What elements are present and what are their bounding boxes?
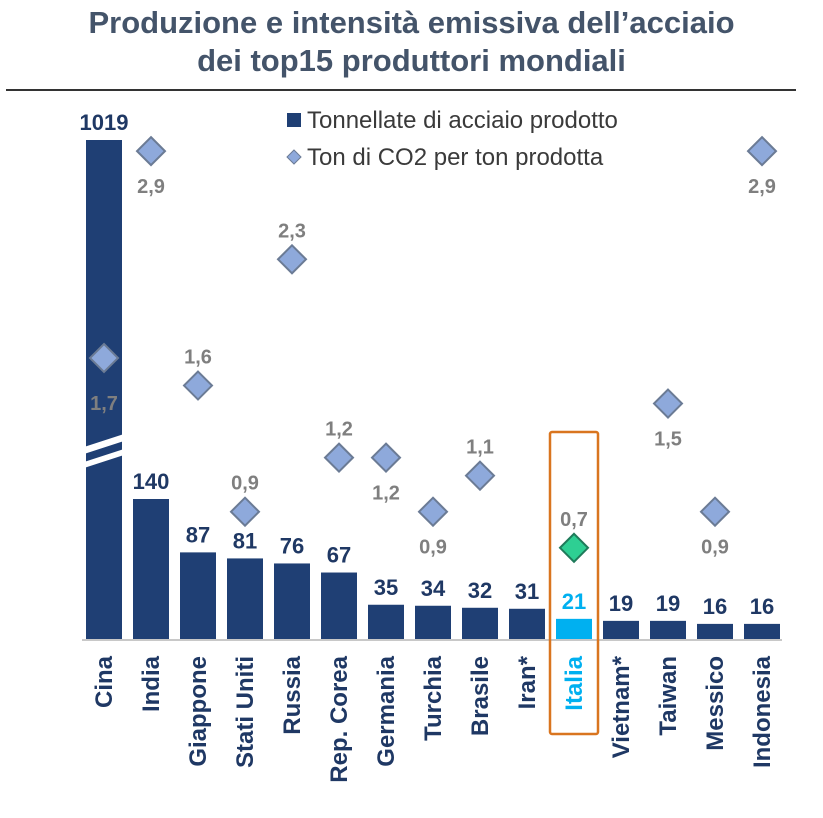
highlight-box-italia xyxy=(548,430,600,736)
bar-value-label-indonesia: 16 xyxy=(750,594,774,619)
bar-value-label-cina: 1019 xyxy=(80,110,129,135)
category-label-iran: Iran* xyxy=(514,655,541,709)
chart-title-line-1: Produzione e intensità emissiva dell’acc… xyxy=(88,5,735,40)
legend-diamond-swatch xyxy=(286,149,302,165)
bar-messico xyxy=(697,623,733,640)
co2-label-india: 2,9 xyxy=(137,176,165,198)
bar-vietnam xyxy=(603,620,639,640)
bar-turchia xyxy=(415,605,451,640)
co2-marker-rep-corea xyxy=(323,442,355,474)
category-label-rep-corea: Rep. Corea xyxy=(326,655,353,782)
title-divider xyxy=(6,89,796,91)
co2-marker-italia xyxy=(558,532,590,564)
bar-cina xyxy=(86,140,122,640)
category-label-italia: Italia xyxy=(561,655,588,710)
co2-label-stati-uniti: 0,9 xyxy=(231,473,259,495)
bar-value-label-rep-corea: 67 xyxy=(327,543,351,568)
category-label-taiwan: Taiwan xyxy=(655,656,682,736)
bar-value-label-italia: 21 xyxy=(562,589,586,614)
co2-marker-stati-uniti xyxy=(229,496,261,528)
co2-label-russia: 2,3 xyxy=(278,220,306,242)
bar-value-label-giappone: 87 xyxy=(186,522,210,547)
bar-value-label-brasile: 32 xyxy=(468,578,492,603)
labels-layer: 1019 Cina 1,7 140 India 2,9 87 Giappone 1,6 81 Sta… xyxy=(80,110,776,783)
category-label-cina: Cina xyxy=(91,655,118,708)
bar-iran xyxy=(509,608,545,640)
category-label-turchia: Turchia xyxy=(420,655,447,741)
co2-marker-russia xyxy=(276,243,308,275)
co2-label-giappone: 1,6 xyxy=(184,347,212,369)
co2-label-taiwan: 1,5 xyxy=(654,429,682,451)
legend: Tonnellate di acciaio prodotto Ton di CO… xyxy=(286,107,618,171)
co2-marker-turchia xyxy=(417,496,449,528)
axis-break-mark-2 xyxy=(84,449,124,468)
co2-label-messico: 0,9 xyxy=(701,537,729,559)
co2-label-rep-corea: 1,2 xyxy=(325,419,353,441)
bar-value-label-stati-uniti: 81 xyxy=(233,528,257,553)
co2-marker-giappone xyxy=(182,370,214,401)
co2-label-brasile: 1,1 xyxy=(466,437,494,459)
bars-layer xyxy=(84,140,780,640)
axis-break-mark-1 xyxy=(84,434,124,454)
legend-bar-label: Tonnellate di acciaio prodotto xyxy=(307,107,618,134)
chart-title-line-2: dei top15 produttori mondiali xyxy=(197,43,626,78)
category-label-indonesia: Indonesia xyxy=(749,655,776,768)
bar-value-label-vietnam: 19 xyxy=(609,591,633,616)
co2-label-turchia: 0,9 xyxy=(419,537,447,559)
bar-value-label-messico: 16 xyxy=(703,594,727,619)
category-label-stati-uniti: Stati Uniti xyxy=(232,656,259,768)
bar-italia xyxy=(556,618,592,640)
co2-marker-taiwan xyxy=(652,388,684,419)
category-label-brasile: Brasile xyxy=(467,656,494,736)
category-label-vietnam: Vietnam* xyxy=(608,655,635,758)
co2-marker-messico xyxy=(699,496,731,528)
bar-taiwan xyxy=(650,620,686,640)
category-label-messico: Messico xyxy=(702,656,729,751)
co2-label-italia: 0,7 xyxy=(560,509,588,531)
co2-marker-indonesia xyxy=(746,135,778,167)
legend-bar-swatch xyxy=(287,113,301,127)
co2-marker-brasile xyxy=(464,460,496,492)
category-label-giappone: Giappone xyxy=(185,656,212,767)
chart-title: Produzione e intensità emissiva dell’acc… xyxy=(0,4,823,80)
bar-value-label-turchia: 34 xyxy=(421,576,446,601)
bar-value-label-germania: 35 xyxy=(374,575,398,600)
co2-marker-cina xyxy=(88,342,120,374)
bar-giappone xyxy=(180,552,216,640)
co2-markers-layer xyxy=(88,135,778,564)
legend-diamond-label: Ton di CO2 per ton prodotta xyxy=(307,144,604,171)
bar-stati-uniti xyxy=(227,558,263,640)
co2-label-germania: 1,2 xyxy=(372,483,400,505)
co2-label-cina: 1,7 xyxy=(90,393,118,415)
category-label-germania: Germania xyxy=(373,655,400,766)
bar-value-label-taiwan: 19 xyxy=(656,591,680,616)
bar-indonesia xyxy=(744,623,780,640)
bar-russia xyxy=(274,563,310,640)
bar-value-label-india: 140 xyxy=(133,469,170,494)
bar-germania xyxy=(368,604,404,640)
bar-india xyxy=(133,499,169,640)
bar-brasile xyxy=(462,607,498,640)
co2-marker-germania xyxy=(370,442,402,474)
category-label-russia: Russia xyxy=(279,655,306,734)
bar-value-label-iran: 31 xyxy=(515,579,539,604)
co2-label-indonesia: 2,9 xyxy=(748,176,776,198)
bar-value-label-russia: 76 xyxy=(280,533,304,558)
co2-marker-india xyxy=(135,135,167,167)
bar-rep-corea xyxy=(321,572,357,640)
category-label-india: India xyxy=(138,655,165,712)
